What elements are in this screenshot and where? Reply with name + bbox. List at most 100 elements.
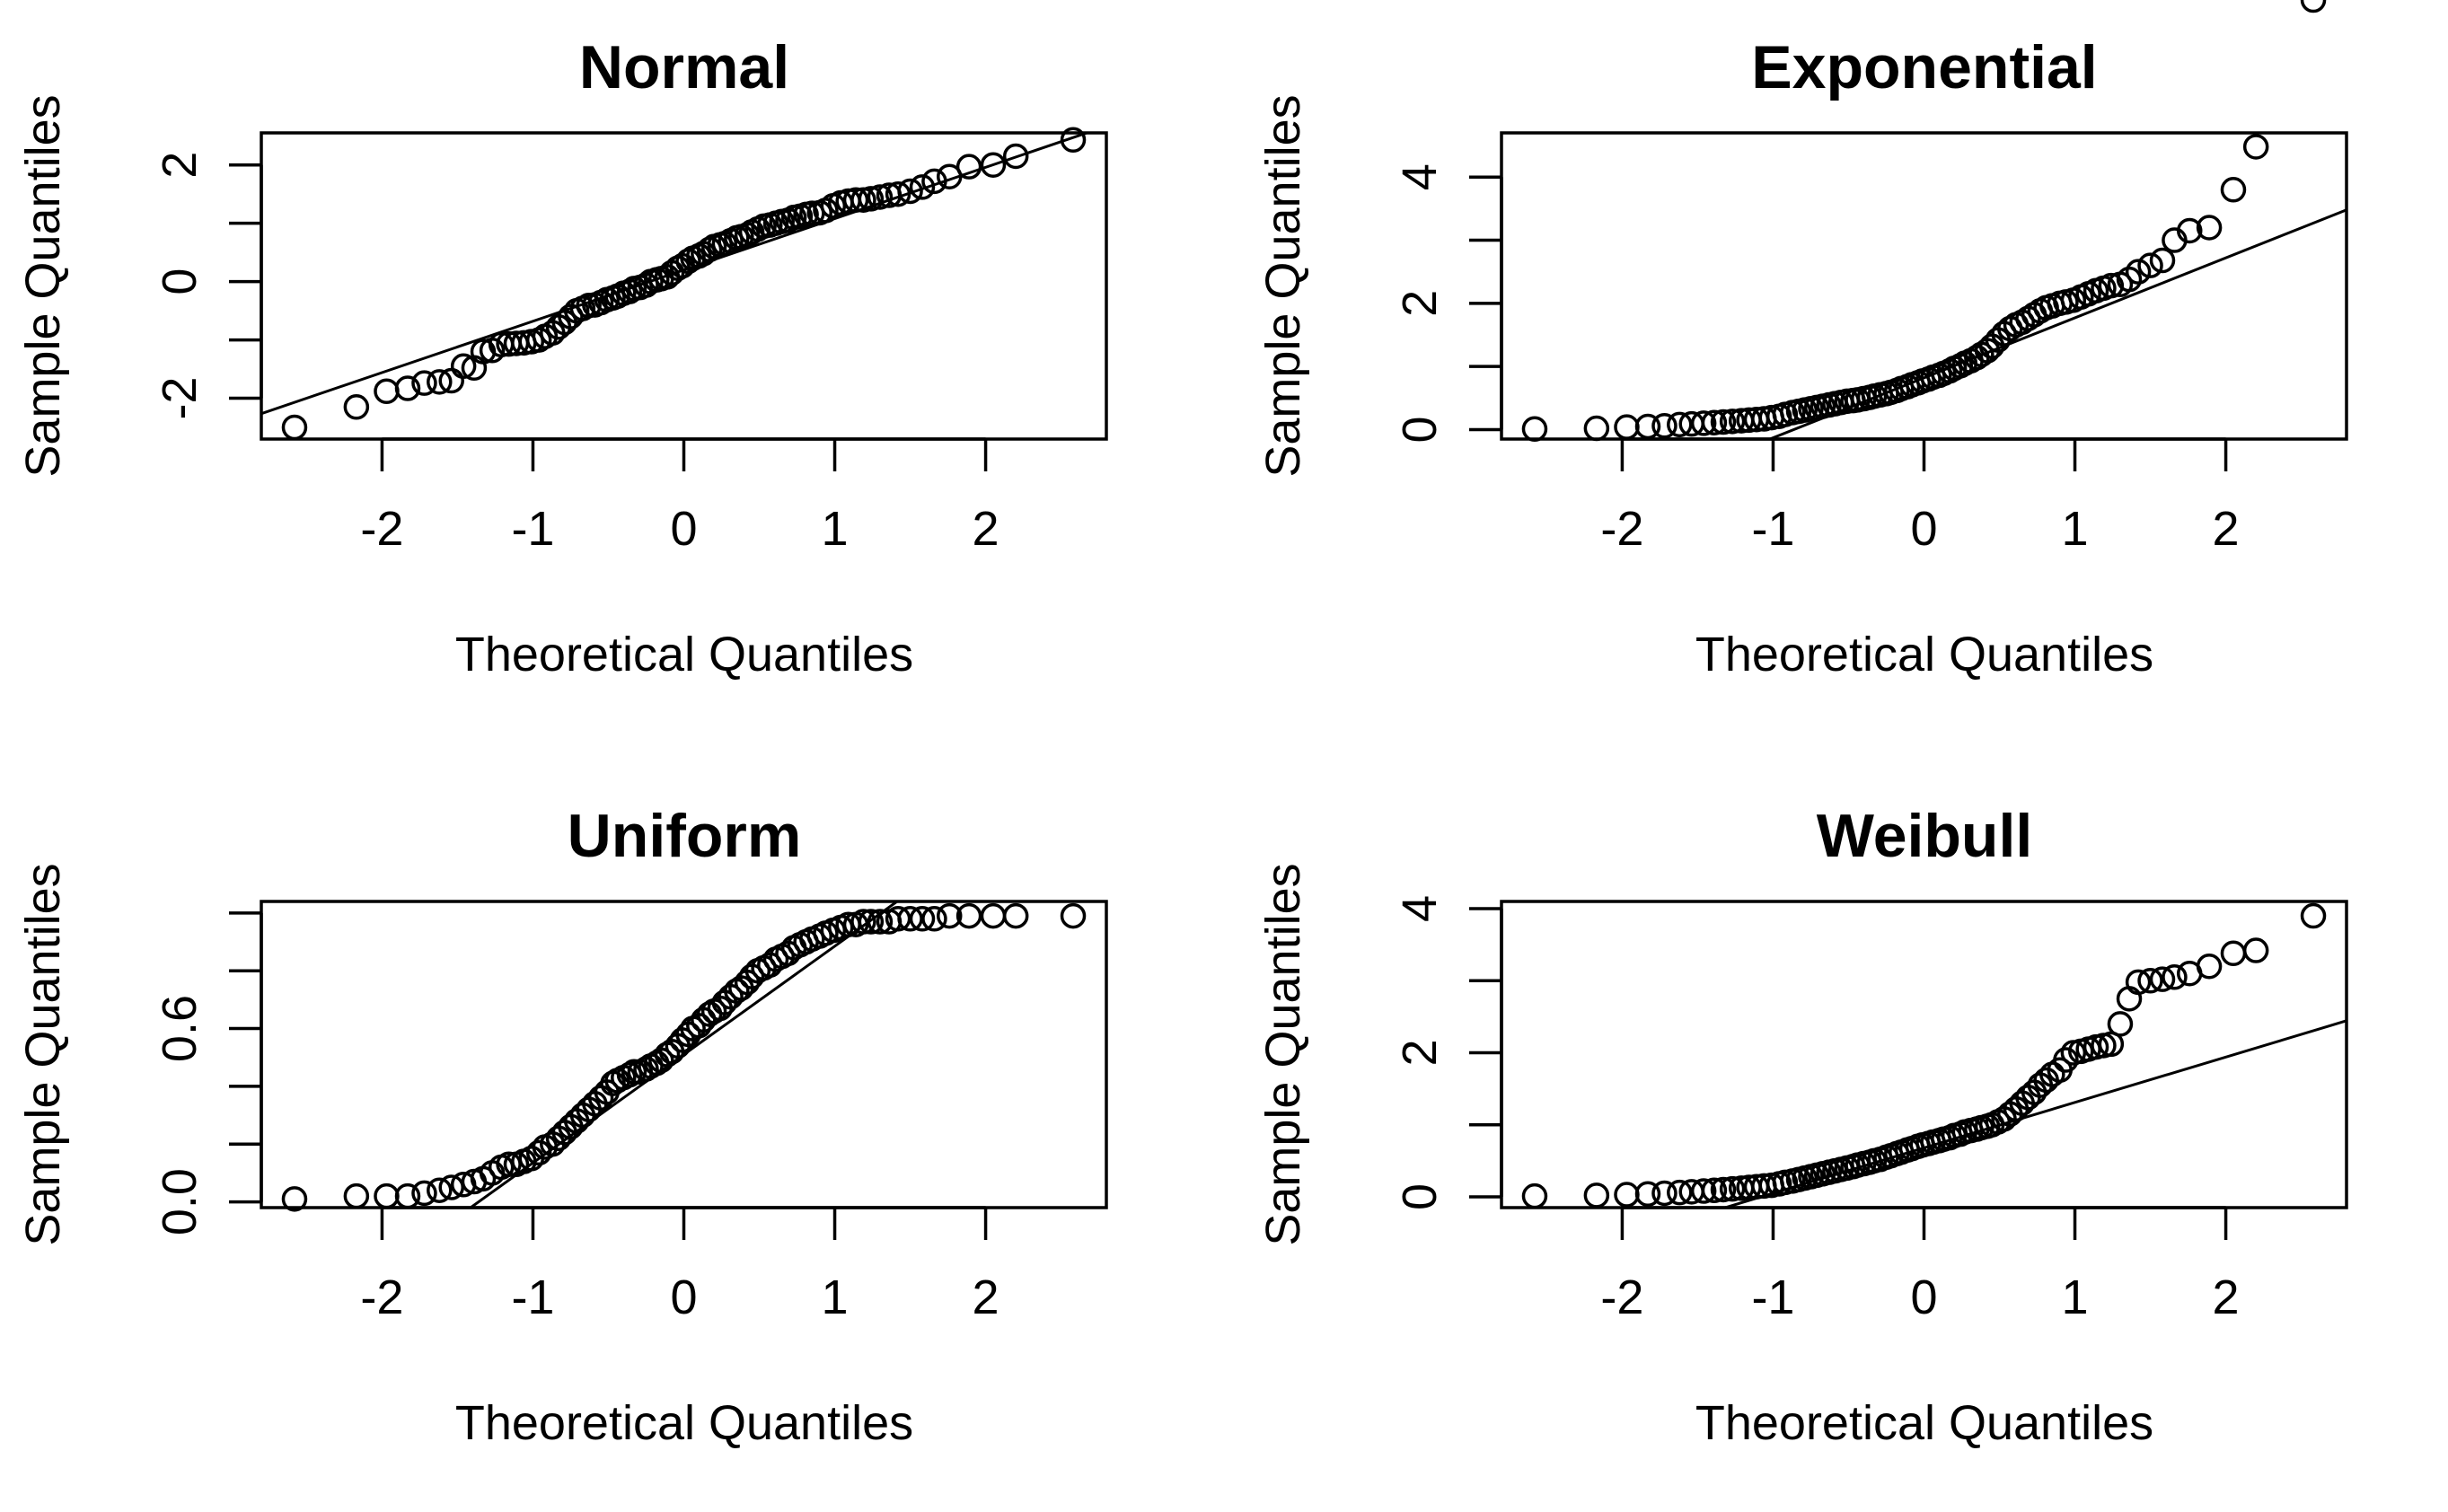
x-tick-label: -1 bbox=[1751, 1270, 1794, 1324]
data-point bbox=[850, 909, 876, 935]
data-point bbox=[909, 174, 936, 200]
x-tick-label: 2 bbox=[973, 1270, 999, 1324]
y-tick-label: 2 bbox=[153, 152, 207, 179]
plot-frame bbox=[1500, 900, 2348, 1209]
data-point bbox=[525, 1139, 552, 1166]
data-point bbox=[2107, 1011, 2134, 1037]
data-point bbox=[867, 184, 894, 210]
data-point bbox=[427, 369, 453, 395]
x-tick-label: 2 bbox=[2213, 1270, 2240, 1324]
data-point bbox=[450, 353, 477, 380]
data-point bbox=[411, 1180, 437, 1207]
data-point bbox=[885, 180, 911, 207]
panel-title: Uniform bbox=[568, 802, 802, 870]
x-tick-label: -1 bbox=[511, 1270, 554, 1324]
data-point bbox=[1667, 1179, 1693, 1206]
data-point bbox=[2300, 0, 2327, 13]
data-point bbox=[1690, 1178, 1717, 1204]
y-tick-label: 0 bbox=[1393, 416, 1447, 443]
y-axis-label: Sample Quantiles bbox=[1256, 94, 1310, 477]
x-tick-label: 2 bbox=[2213, 502, 2240, 556]
data-point bbox=[2137, 968, 2163, 994]
data-point bbox=[1521, 416, 1548, 443]
data-point bbox=[1060, 902, 1087, 929]
data-point bbox=[2125, 969, 2152, 996]
x-tick-label: -2 bbox=[1600, 502, 1643, 556]
data-point bbox=[2098, 272, 2125, 299]
data-point bbox=[1651, 412, 1677, 439]
data-point bbox=[980, 902, 1007, 929]
y-tick-label: 4 bbox=[1393, 895, 1447, 922]
y-axis-label: Sample Quantiles bbox=[16, 863, 70, 1245]
y-tick-label: 2 bbox=[1393, 1039, 1447, 1066]
data-point bbox=[921, 906, 947, 932]
data-point bbox=[2162, 963, 2188, 990]
data-point bbox=[427, 1177, 453, 1203]
data-point bbox=[1651, 1180, 1677, 1207]
x-tick-label: 1 bbox=[2062, 502, 2089, 556]
y-tick-label: 0 bbox=[1393, 1183, 1447, 1210]
data-point bbox=[885, 906, 911, 932]
data-point bbox=[1667, 411, 1693, 438]
data-point bbox=[1002, 902, 1029, 929]
qq-panel-uniform: Uniform -2 -1 0 1 2 Theoretical Quantiles 0.0 0.… bbox=[16, 802, 1108, 1450]
data-point bbox=[1701, 409, 1728, 435]
panel-title: Weibull bbox=[1817, 802, 2033, 870]
data-point bbox=[1634, 1181, 1661, 1208]
data-point bbox=[411, 370, 437, 396]
data-point bbox=[2176, 217, 2203, 244]
data-point bbox=[2220, 177, 2247, 203]
data-point bbox=[2196, 215, 2223, 241]
data-point bbox=[897, 178, 923, 205]
data-point bbox=[955, 154, 982, 180]
data-point bbox=[980, 152, 1007, 178]
data-point bbox=[867, 909, 894, 935]
data-point bbox=[343, 394, 370, 420]
x-axis-label: Theoretical Quantiles bbox=[455, 1396, 913, 1450]
y-tick-label: 0.6 bbox=[153, 995, 207, 1062]
data-point bbox=[1710, 1176, 1737, 1203]
x-tick-label: -2 bbox=[1600, 1270, 1643, 1324]
x-tick-label: 0 bbox=[1910, 1270, 1937, 1324]
x-tick-label: 1 bbox=[822, 1270, 849, 1324]
data-point bbox=[343, 1182, 370, 1209]
qq-panel-weibull: Weibull -2 -1 0 1 2 Theoretical Quantiles 0 2 4 Sa… bbox=[1256, 802, 2348, 1450]
x-tick-label: 0 bbox=[1910, 502, 1937, 556]
data-point bbox=[1060, 127, 1087, 154]
data-point bbox=[1701, 1177, 1728, 1203]
y-tick-label: -2 bbox=[153, 377, 207, 420]
y-tick-label: 4 bbox=[1393, 163, 1447, 190]
data-point bbox=[2149, 966, 2176, 992]
data-point bbox=[2220, 940, 2247, 967]
y-tick-label: 2 bbox=[1393, 290, 1447, 317]
y-tick-label: 0 bbox=[153, 268, 207, 295]
data-point bbox=[1583, 1182, 1610, 1209]
data-point bbox=[936, 902, 963, 929]
x-tick-label: 1 bbox=[822, 502, 849, 556]
x-tick-label: -1 bbox=[511, 502, 554, 556]
x-tick-label: -2 bbox=[360, 502, 403, 556]
data-point bbox=[1614, 1182, 1640, 1208]
data-point bbox=[1002, 143, 1029, 170]
x-axis-label: Theoretical Quantiles bbox=[1695, 628, 2153, 681]
data-point bbox=[2300, 902, 2327, 929]
y-axis-label: Sample Quantiles bbox=[16, 94, 70, 477]
data-point bbox=[936, 163, 963, 189]
data-point bbox=[909, 906, 936, 932]
data-point bbox=[2149, 247, 2176, 274]
data-point bbox=[1614, 414, 1640, 440]
x-tick-label: -1 bbox=[1751, 502, 1794, 556]
x-axis-label: Theoretical Quantiles bbox=[455, 628, 913, 681]
data-point bbox=[921, 168, 947, 195]
data-point bbox=[1719, 409, 1746, 435]
data-point bbox=[842, 187, 869, 213]
panel-title: Normal bbox=[579, 33, 789, 101]
data-point bbox=[1710, 409, 1737, 435]
x-tick-label: 1 bbox=[2062, 1270, 2089, 1324]
data-point bbox=[281, 414, 308, 441]
data-point bbox=[1583, 415, 1610, 442]
data-point bbox=[1690, 410, 1717, 436]
data-point bbox=[858, 186, 885, 212]
data-point bbox=[897, 906, 923, 932]
